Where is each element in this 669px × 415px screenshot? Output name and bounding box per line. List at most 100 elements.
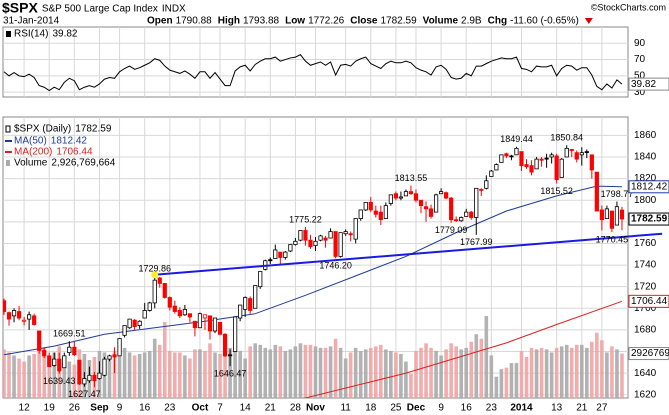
candle-body xyxy=(469,211,474,218)
y-tick-label: 1740 xyxy=(634,260,657,271)
candle-body xyxy=(433,194,439,213)
candle-body xyxy=(132,319,137,328)
price-annotation: 1646.47 xyxy=(214,369,247,379)
candle-body xyxy=(273,249,278,259)
x-tick-label: 9 xyxy=(117,403,123,414)
x-tick-label: 21 xyxy=(576,403,588,414)
candle-body xyxy=(489,170,494,177)
volume-bar xyxy=(494,376,499,398)
price-annotation: 1798.77 xyxy=(601,189,634,199)
candle-body xyxy=(293,240,298,245)
quote-value: 2.9B xyxy=(461,16,482,27)
volume-bar xyxy=(308,344,313,398)
candle-body xyxy=(544,157,549,160)
volume-bar xyxy=(605,352,609,398)
quote-value: 1782.59 xyxy=(380,16,417,27)
volume-bar xyxy=(3,349,6,398)
volume-bar xyxy=(615,349,619,398)
volume-bar xyxy=(519,350,524,398)
candle-body xyxy=(383,205,388,219)
volume-bar xyxy=(27,355,31,398)
legend-value: 39.82 xyxy=(52,29,77,40)
volume-bar xyxy=(554,347,559,398)
x-tick-label: 13 xyxy=(551,403,563,414)
candle-body xyxy=(439,191,444,195)
y-tick-label: 1620 xyxy=(634,389,657,400)
candle-body xyxy=(343,231,348,235)
x-tick-label: 11 xyxy=(340,403,351,414)
candle-body xyxy=(363,201,368,211)
volume-bar xyxy=(499,369,504,398)
candle-body xyxy=(524,164,529,168)
change-arrow xyxy=(584,18,593,24)
candle-body xyxy=(393,193,398,199)
candle-body xyxy=(604,208,609,219)
x-tick-label: 2014 xyxy=(510,403,533,414)
candle-body xyxy=(479,189,484,191)
y-tick-label: 1820 xyxy=(634,173,657,184)
candle-body xyxy=(358,209,363,219)
candle-body xyxy=(37,330,42,351)
volume-bar xyxy=(62,356,67,398)
volume-bar xyxy=(429,347,433,398)
price-annotation: 1627.47 xyxy=(68,389,101,399)
volume-bar xyxy=(7,352,11,398)
candle-body xyxy=(423,206,429,210)
volume-bar xyxy=(333,338,338,398)
candle-body xyxy=(182,308,187,316)
volume-bar xyxy=(12,355,16,398)
x-tick-label: 19 xyxy=(44,403,56,414)
price-annotation: 1779.09 xyxy=(435,225,468,235)
rsi-line xyxy=(3,54,623,92)
volume-bar xyxy=(122,347,127,398)
x-tick-label: Sep xyxy=(90,403,108,414)
candle-body xyxy=(243,297,248,310)
x-tick-label: 23 xyxy=(164,403,176,414)
candle-body xyxy=(6,312,12,320)
volume-bar xyxy=(399,353,403,398)
x-tick-label: 25 xyxy=(390,403,402,414)
volume-bar xyxy=(358,350,363,398)
candle-body xyxy=(614,206,620,226)
candle-body xyxy=(408,191,414,195)
moving-average xyxy=(302,300,623,398)
candle-body xyxy=(378,211,383,221)
quote-value: -11.60 (-0.65%) xyxy=(510,16,579,27)
volume-bar xyxy=(32,353,36,398)
exchange: INDX xyxy=(162,4,186,15)
y-tick-label: 1700 xyxy=(634,303,657,314)
volume-bar xyxy=(288,349,293,398)
price-annotation: 1849.44 xyxy=(500,134,533,144)
x-tick-label: 14 xyxy=(240,403,252,414)
candle-body xyxy=(348,233,353,236)
volume-bar xyxy=(42,347,46,398)
candle-body xyxy=(212,317,218,332)
candle-body xyxy=(574,152,579,160)
volume-bar xyxy=(313,346,318,398)
candle-body xyxy=(177,310,182,317)
volume-bar xyxy=(509,363,514,398)
candle-body xyxy=(398,196,404,199)
volume-bar xyxy=(17,358,21,398)
volume-bar xyxy=(178,352,182,398)
price-annotation: 1746.20 xyxy=(319,261,352,271)
candle-body xyxy=(494,164,499,171)
legend-swatch xyxy=(5,125,11,133)
volume-bar xyxy=(168,350,172,398)
volume-bar xyxy=(112,350,117,398)
volume-bar xyxy=(534,349,539,398)
volume-bar xyxy=(228,347,232,398)
price-annotation: 1729.86 xyxy=(138,263,171,273)
legend-value: 2,926,769,664 xyxy=(51,158,115,169)
volume-bar xyxy=(198,349,202,398)
volume-bar xyxy=(409,373,413,398)
candle-body xyxy=(539,158,544,161)
price-annotation: 1815.52 xyxy=(540,186,573,196)
candle-body xyxy=(318,235,323,241)
candle-body xyxy=(303,230,308,241)
candle-body xyxy=(147,302,152,311)
volume-bar xyxy=(579,344,584,398)
volume-bar xyxy=(338,347,343,398)
candle-body xyxy=(117,338,122,357)
candle-body xyxy=(62,355,67,369)
